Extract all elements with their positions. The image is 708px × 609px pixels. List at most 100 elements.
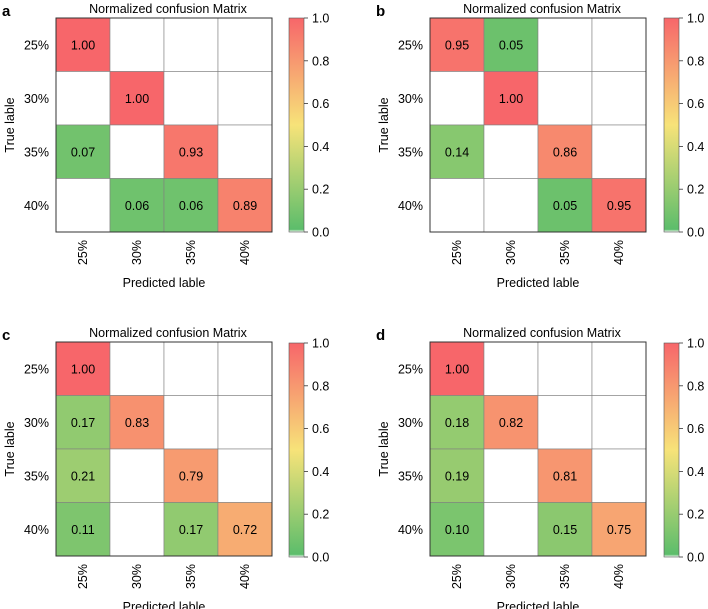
y-tick-label: 40% bbox=[24, 199, 49, 213]
x-tick-label: 40% bbox=[238, 240, 252, 265]
matrix-cell bbox=[591, 341, 647, 396]
y-axis-label: True lable bbox=[3, 421, 17, 476]
cell-value-label: 1.00 bbox=[71, 38, 95, 52]
cell-value-label: 0.06 bbox=[125, 199, 149, 213]
cell-value-label: 0.05 bbox=[499, 38, 523, 52]
y-tick-label: 35% bbox=[398, 145, 423, 159]
panel-label: b bbox=[376, 3, 385, 20]
cell-value-label: 0.81 bbox=[553, 469, 577, 483]
matrix-cell bbox=[217, 17, 273, 72]
matrix-cell bbox=[109, 17, 165, 72]
colorbar-tick-label: 0.6 bbox=[312, 97, 329, 111]
colorbar-tick-label: 0.2 bbox=[312, 508, 329, 522]
panel-label: a bbox=[2, 3, 11, 20]
colorbar-tick-label: 0.2 bbox=[687, 508, 704, 522]
matrix-cell bbox=[537, 448, 593, 503]
x-tick-label: 25% bbox=[450, 240, 464, 265]
confusion-matrix-panel-a: a Normalized confusion Matrix 1.00 1.00 0.07… bbox=[2, 2, 329, 290]
cell-value-label: 1.00 bbox=[71, 362, 95, 376]
x-tick-label: 30% bbox=[130, 240, 144, 265]
colorbar-tick-label: 0.4 bbox=[687, 140, 704, 154]
panel-label: c bbox=[2, 327, 10, 344]
x-tick-label: 25% bbox=[76, 564, 90, 589]
colorbar bbox=[288, 17, 305, 233]
colorbar-tick-label: 0.8 bbox=[312, 54, 329, 68]
matrix-cell bbox=[429, 71, 485, 126]
y-tick-label: 35% bbox=[398, 469, 423, 483]
y-tick-label: 30% bbox=[24, 92, 49, 106]
colorbar-tick-label: 0.6 bbox=[687, 422, 704, 436]
colorbar-tick-label: 0.6 bbox=[312, 422, 329, 436]
cell-value-label: 0.86 bbox=[553, 145, 577, 159]
matrix-cell bbox=[483, 178, 539, 233]
matrix-cell bbox=[591, 448, 647, 503]
y-axis-label: True lable bbox=[377, 421, 391, 476]
matrix-cell bbox=[483, 341, 539, 396]
matrix-cell bbox=[591, 17, 647, 72]
chart-title: Normalized confusion Matrix bbox=[463, 326, 621, 340]
matrix-cell bbox=[163, 17, 219, 72]
chart-title: Normalized confusion Matrix bbox=[89, 326, 247, 340]
matrix-cell bbox=[55, 341, 111, 396]
cell-value-label: 0.17 bbox=[179, 523, 203, 537]
colorbar bbox=[663, 342, 680, 558]
matrix-cell bbox=[591, 71, 647, 126]
matrix-cell bbox=[429, 124, 485, 179]
cell-value-label: 1.00 bbox=[125, 92, 149, 106]
x-tick-label: 40% bbox=[612, 564, 626, 589]
chart-title: Normalized confusion Matrix bbox=[463, 2, 621, 16]
x-tick-label: 35% bbox=[558, 240, 572, 265]
matrix-cell bbox=[217, 448, 273, 503]
matrix-cell bbox=[537, 178, 593, 233]
x-axis-label: Predicted lable bbox=[497, 276, 580, 290]
colorbar bbox=[288, 342, 305, 558]
cell-value-label: 1.00 bbox=[445, 362, 469, 376]
x-axis-label: Predicted lable bbox=[123, 276, 206, 290]
colorbar-tick-label: 0.4 bbox=[687, 465, 704, 479]
matrix-cell bbox=[217, 502, 273, 557]
y-axis-label: True lable bbox=[377, 97, 391, 152]
y-tick-label: 40% bbox=[398, 199, 423, 213]
y-tick-label: 30% bbox=[398, 416, 423, 430]
colorbar-tick-label: 0.2 bbox=[687, 183, 704, 197]
chart-title: Normalized confusion Matrix bbox=[89, 2, 247, 16]
matrix-border bbox=[429, 17, 647, 233]
matrix-cell bbox=[163, 448, 219, 503]
cell-value-label: 0.10 bbox=[445, 523, 469, 537]
colorbar-tick-label: 0.0 bbox=[687, 226, 704, 240]
colorbar-tick-label: 0.8 bbox=[687, 379, 704, 393]
cell-value-label: 0.06 bbox=[179, 199, 203, 213]
colorbar-tick-label: 0.0 bbox=[312, 551, 329, 565]
colorbar-tick-label: 0.0 bbox=[312, 226, 329, 240]
matrix-cell bbox=[109, 178, 165, 233]
matrix-cell bbox=[537, 341, 593, 396]
matrix-cell bbox=[109, 502, 165, 557]
y-tick-label: 40% bbox=[398, 523, 423, 537]
x-tick-label: 30% bbox=[504, 564, 518, 589]
colorbar bbox=[663, 17, 680, 233]
cell-value-label: 0.79 bbox=[179, 469, 203, 483]
matrix-cell bbox=[217, 71, 273, 126]
x-axis-label: Predicted lable bbox=[497, 600, 580, 609]
matrix-border bbox=[55, 341, 273, 557]
x-tick-label: 30% bbox=[130, 564, 144, 589]
x-tick-label: 25% bbox=[450, 564, 464, 589]
cell-value-label: 0.95 bbox=[607, 199, 631, 213]
x-tick-label: 25% bbox=[76, 240, 90, 265]
x-axis-label: Predicted lable bbox=[123, 600, 206, 609]
y-tick-label: 25% bbox=[24, 38, 49, 52]
matrix-cell bbox=[55, 17, 111, 72]
x-tick-label: 40% bbox=[238, 564, 252, 589]
cell-value-label: 1.00 bbox=[499, 92, 523, 106]
panel-label: d bbox=[376, 327, 385, 344]
colorbar-tick-label: 0.4 bbox=[312, 140, 329, 154]
matrix-cell bbox=[163, 395, 219, 450]
cell-value-label: 0.82 bbox=[499, 416, 523, 430]
matrix-cell bbox=[483, 502, 539, 557]
colorbar-tick-label: 1.0 bbox=[687, 12, 704, 26]
matrix-cell bbox=[537, 502, 593, 557]
matrix-cell bbox=[483, 17, 539, 72]
matrix-cell bbox=[483, 448, 539, 503]
cell-value-label: 0.83 bbox=[125, 416, 149, 430]
